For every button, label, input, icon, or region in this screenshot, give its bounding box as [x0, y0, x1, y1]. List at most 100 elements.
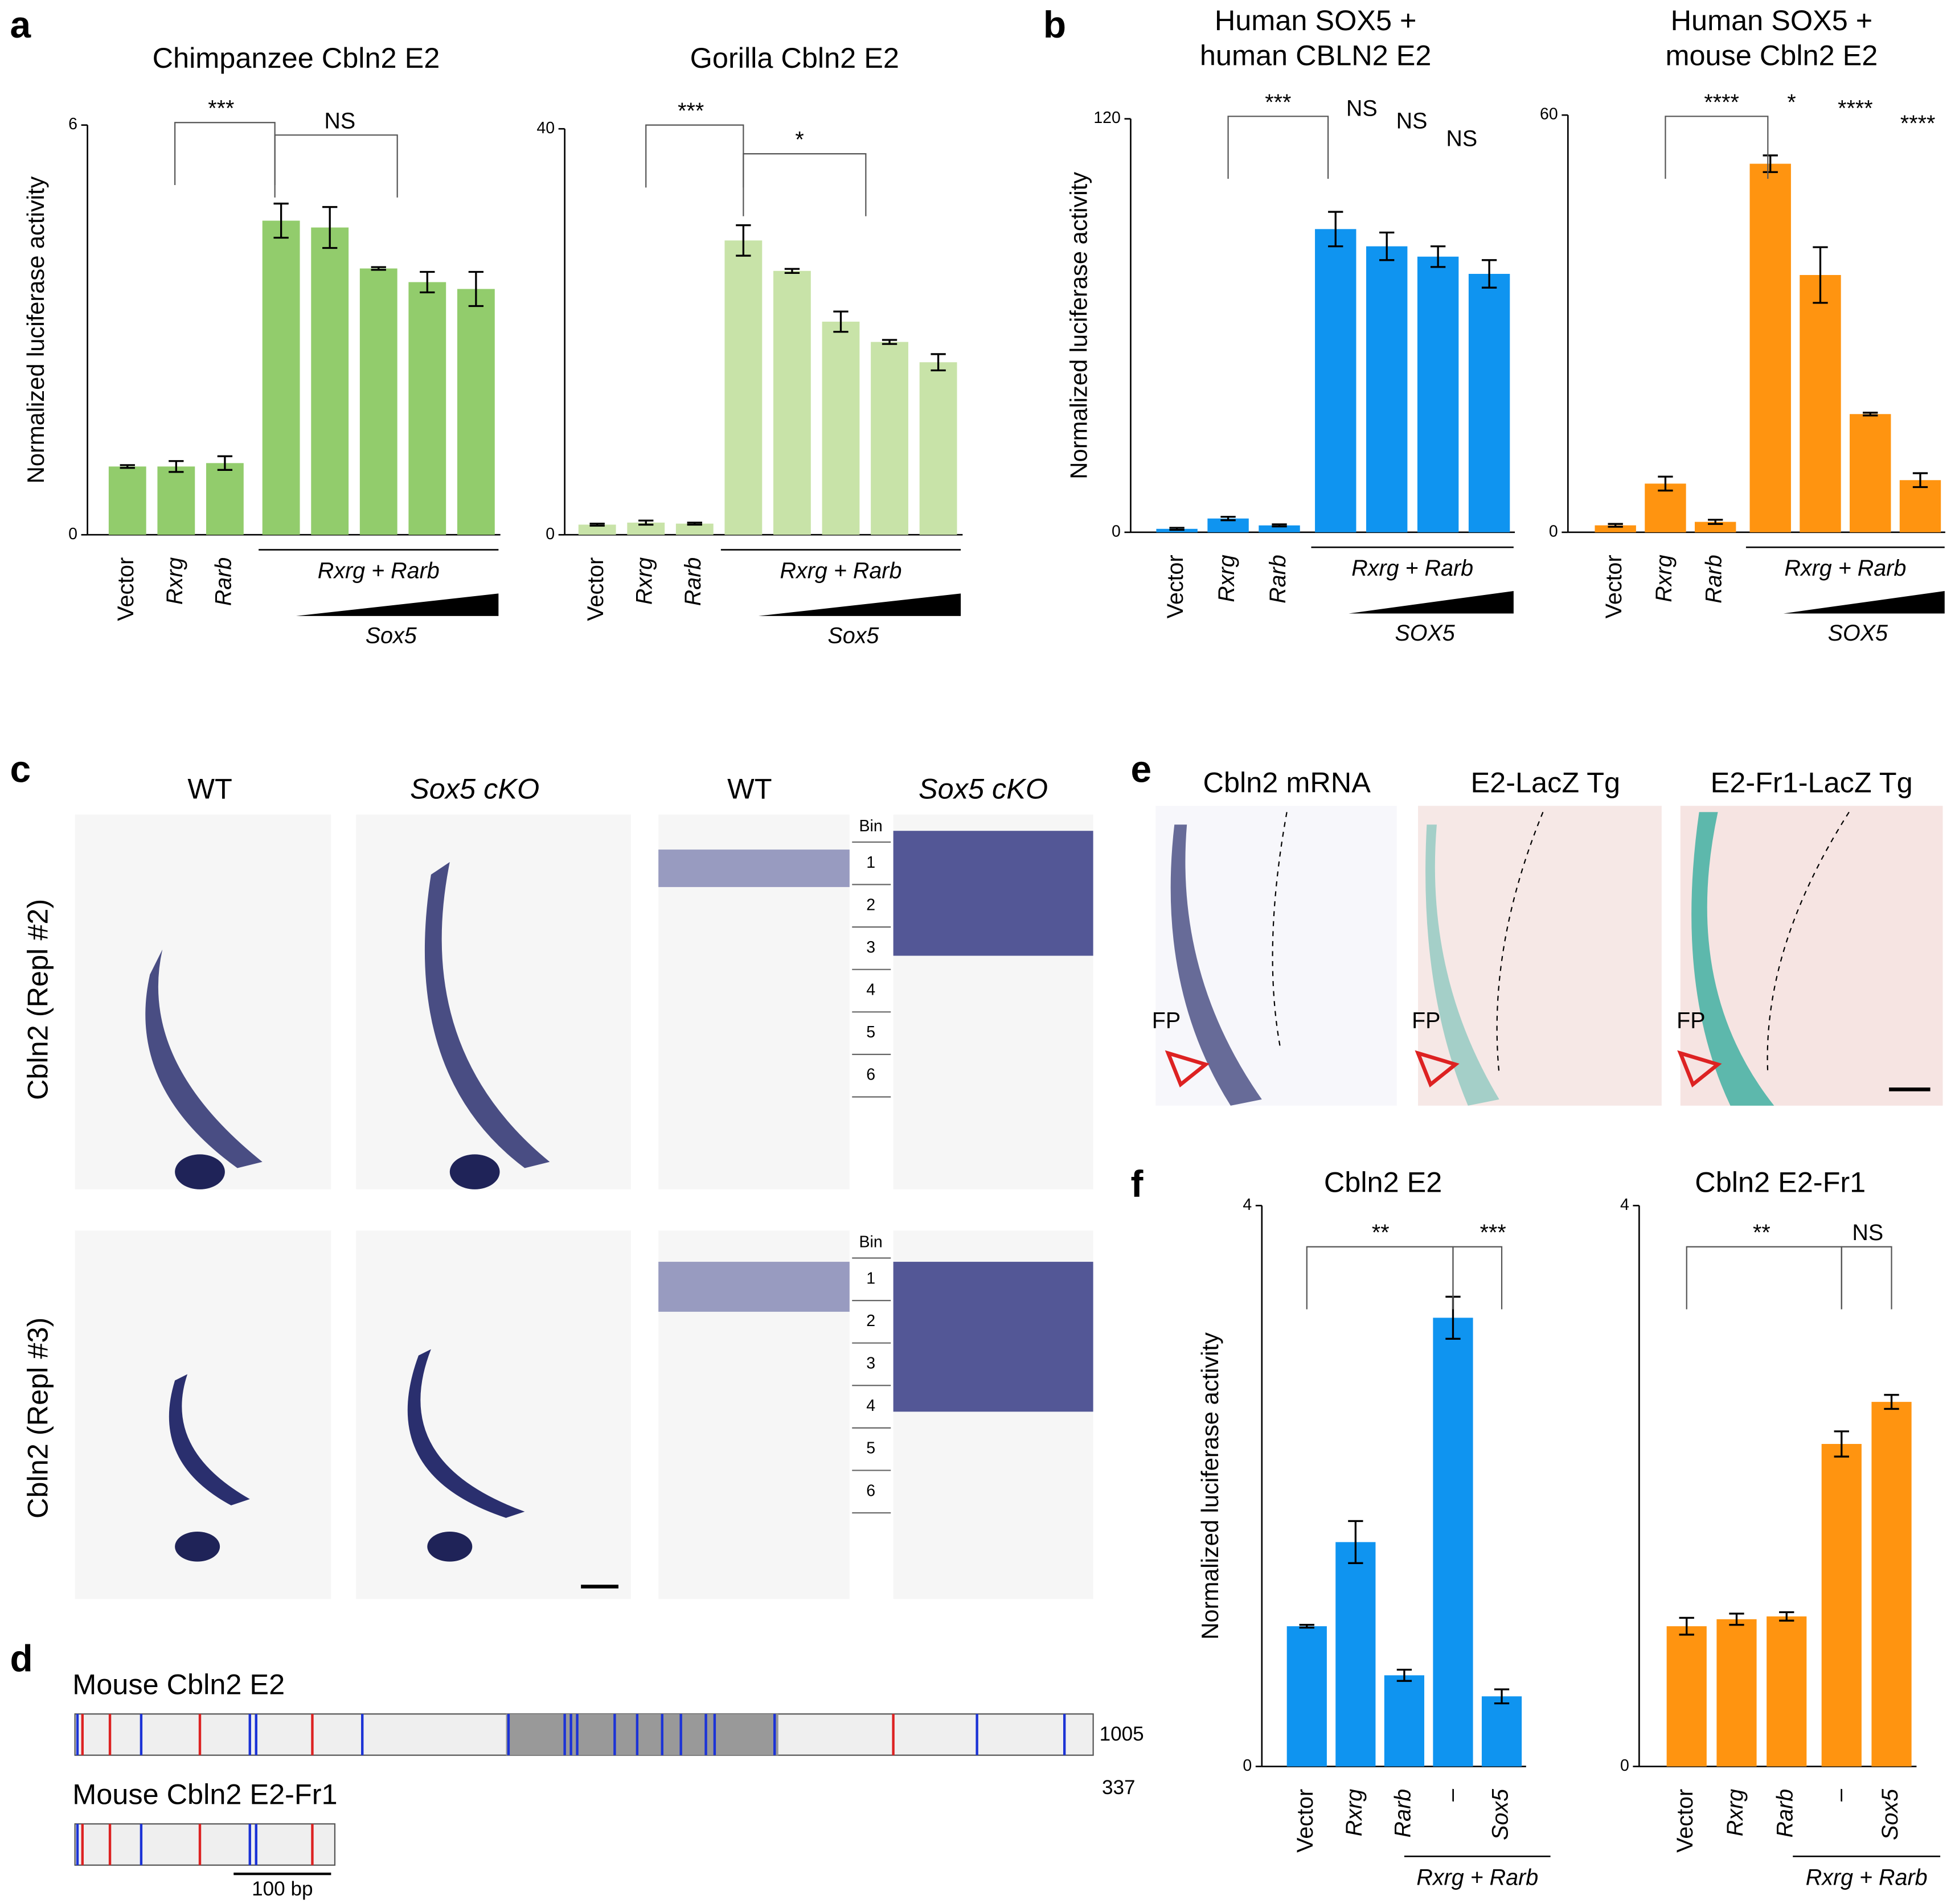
error-bar: [420, 270, 435, 294]
error-bar: [1169, 527, 1185, 531]
x-tick-label: Rarb: [1265, 555, 1290, 604]
significance-label: **: [1753, 1220, 1771, 1245]
chart-title: human CBLN2 E2: [1200, 39, 1432, 72]
bar: [724, 240, 763, 535]
x-tick-label: Vector: [1163, 555, 1188, 618]
y-tick-label: 0: [1549, 522, 1558, 540]
fp-label: FP: [1677, 1008, 1705, 1033]
bar: [1749, 163, 1791, 532]
bin-label: 4: [866, 981, 875, 999]
significance-bracket: [274, 134, 398, 198]
y-axis-title: Normalized luciferase activity: [22, 176, 49, 483]
group-label: Rxrg + Rarb: [780, 558, 902, 583]
significance-label: ***: [1480, 1220, 1506, 1245]
bin-column: [852, 814, 891, 1189]
error-bar: [1679, 1616, 1694, 1636]
bin-label: 6: [866, 1066, 875, 1084]
y-tick-label: 6: [68, 115, 77, 133]
panel-label: b: [1043, 3, 1066, 46]
x-tick-label: Rarb: [1702, 555, 1727, 604]
bar: [1716, 1619, 1757, 1767]
bar-chart: Human SOX5 +mouse Cbln2 E2 0 60 Vector Rxrg R…: [1540, 4, 1945, 646]
error-bar: [1481, 259, 1497, 289]
x-tick-label: Rxrg: [1723, 1789, 1748, 1836]
y-tick-label: 4: [1243, 1196, 1252, 1214]
chart-title: Gorilla Cbln2 E2: [690, 42, 899, 74]
error-bar: [468, 270, 484, 307]
bar: [157, 466, 195, 535]
significance-label: *: [795, 128, 804, 153]
error-bar: [273, 202, 289, 239]
significance-label: NS: [324, 109, 355, 134]
construct-label: Mouse Cbln2 E2: [72, 1668, 285, 1700]
bar-chart: Human SOX5 +human CBLN2 E2 0 120 Normalized…: [1065, 4, 1515, 646]
error-bar: [1708, 519, 1723, 525]
error-bar: [784, 268, 800, 274]
x-tick-label: Rarb: [681, 557, 706, 606]
bin-label: 2: [866, 1312, 875, 1330]
bin-header: Bin: [859, 817, 883, 835]
significance-label: NS: [1346, 96, 1378, 121]
error-bar: [736, 224, 751, 257]
error-bar: [687, 522, 702, 526]
error-bar: [1608, 523, 1623, 528]
error-bar: [1272, 523, 1287, 528]
error-bar: [1658, 475, 1673, 492]
panel-label: e: [1130, 748, 1151, 790]
bar: [1899, 480, 1941, 532]
x-tick-label: Vector: [1673, 1789, 1698, 1853]
bar: [773, 270, 811, 535]
column-label: WT: [187, 772, 232, 805]
fp-label: FP: [1412, 1008, 1440, 1033]
bar: [311, 227, 349, 535]
bar: [1871, 1402, 1912, 1767]
error-bar: [589, 522, 605, 527]
significance-bracket: [1841, 1246, 1892, 1310]
error-bar: [169, 460, 184, 473]
error-bar: [1430, 245, 1446, 268]
chart-title: Human SOX5 +: [1671, 4, 1873, 36]
x-tick-label: Rarb: [1773, 1789, 1798, 1838]
bin-columns: Bin 1 2 3 4 5 6 Bin 1 2 3 4 5 6: [852, 814, 891, 1606]
error-bar: [1299, 1624, 1314, 1629]
bin-header: Bin: [859, 1233, 883, 1251]
gradient-label: Sox5: [827, 623, 879, 649]
x-tick-label: Rxrg: [632, 557, 657, 605]
bar-chart: Chimpanzee Cbln2 E2 0 6 Normalized lucifera…: [22, 42, 501, 649]
bar: [1694, 522, 1736, 532]
error-bar: [638, 519, 654, 526]
x-tick-label: Vector: [1601, 555, 1626, 618]
bar: [1417, 256, 1459, 532]
x-tick-label: Rarb: [1390, 1789, 1415, 1838]
significance-label: ***: [678, 99, 704, 124]
scale-label: 100 bp: [252, 1878, 313, 1900]
panel-label: f: [1130, 1163, 1144, 1205]
bar: [1366, 246, 1408, 532]
bar: [1468, 273, 1510, 532]
column-label: E2-LacZ Tg: [1471, 766, 1621, 798]
bar: [871, 342, 908, 535]
bar: [1767, 1616, 1807, 1767]
error-bar: [322, 206, 338, 249]
column-label: E2-Fr1-LacZ Tg: [1711, 766, 1913, 798]
y-tick-label: 0: [1620, 1757, 1629, 1775]
bar: [675, 523, 714, 535]
bin-label: 3: [866, 938, 875, 957]
column-label: Sox5 cKO: [410, 772, 539, 805]
error-bar: [371, 266, 386, 271]
x-tick-label: –: [1827, 1788, 1853, 1802]
panel-label: d: [10, 1638, 33, 1680]
error-bar: [1884, 1394, 1899, 1410]
gradient-label: SOX5: [1828, 621, 1888, 646]
bin-column: [852, 1230, 891, 1606]
error-bar: [931, 353, 946, 372]
y-tick-label: 120: [1093, 109, 1121, 127]
micrographs-e: [1155, 806, 1943, 1106]
error-bar: [1396, 1668, 1412, 1682]
error-bar: [1729, 1612, 1744, 1626]
error-bar: [1494, 1688, 1510, 1705]
bin-label: 1: [866, 853, 875, 872]
bar: [1286, 1626, 1327, 1767]
x-tick-label: Rxrg: [1651, 555, 1677, 602]
